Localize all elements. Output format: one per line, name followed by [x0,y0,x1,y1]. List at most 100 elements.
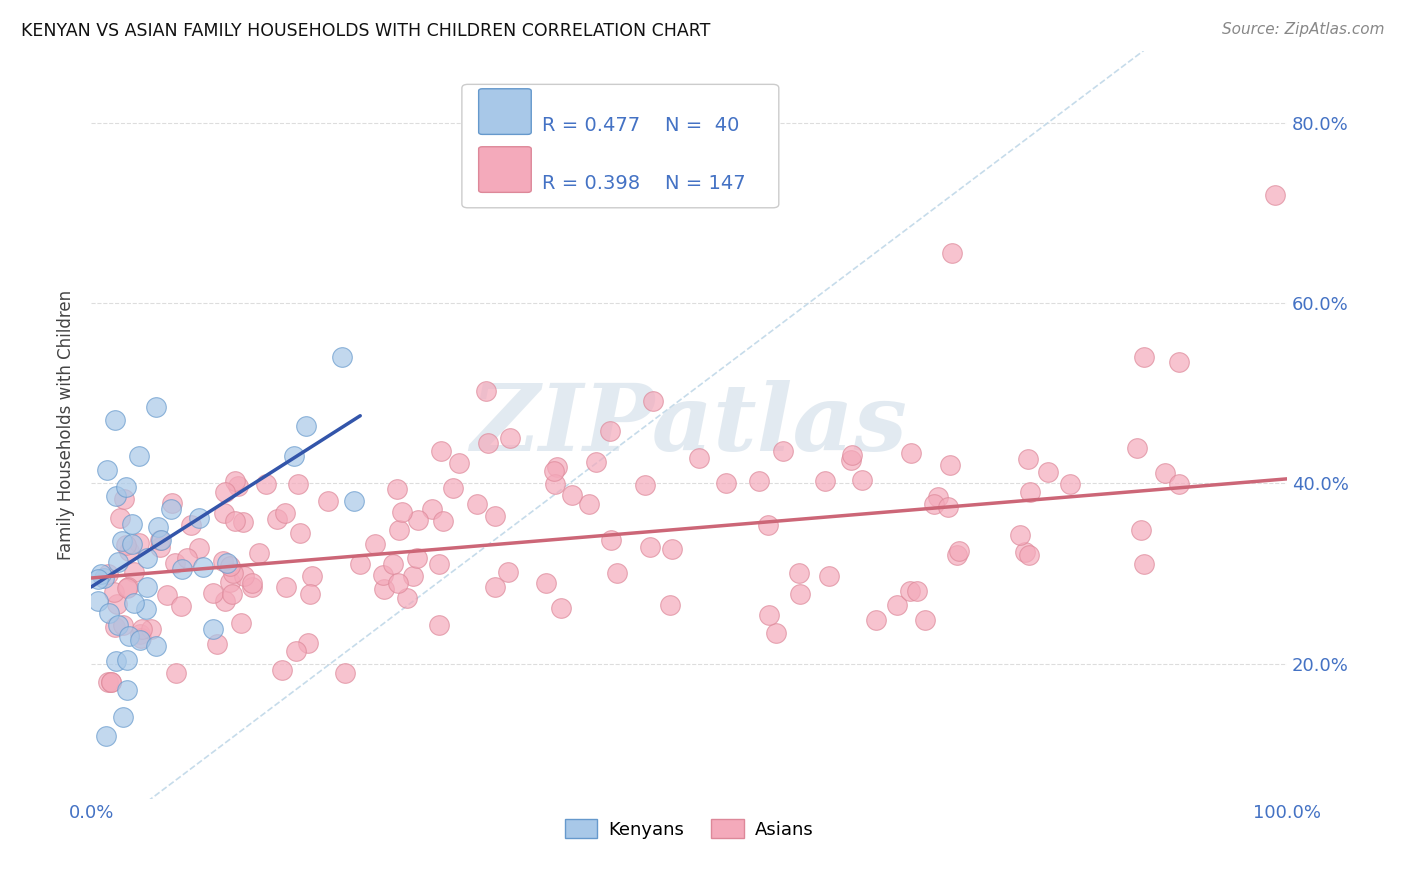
Point [578,497,600,511]
Point [938,458,960,472]
Point [274,580,297,594]
Point [364,536,387,550]
Point [232,515,254,529]
Point [544,477,567,491]
Point [546,460,568,475]
Point [107,618,129,632]
Point [145,401,167,415]
Point [117,581,139,595]
Point [218,558,240,573]
Point [1130,523,1153,537]
Point [139,623,162,637]
Point [122,566,145,580]
Point [688,451,710,466]
Point [1168,477,1191,491]
Point [159,502,181,516]
Point [373,567,395,582]
Point [787,566,810,580]
Point [170,599,193,614]
Point [406,514,429,528]
Point [100,674,122,689]
Point [420,502,443,516]
Point [219,574,242,589]
Point [914,613,936,627]
Point [441,481,464,495]
Point [851,473,873,487]
Point [1154,467,1177,481]
Point [316,493,339,508]
Text: R = 0.477: R = 0.477 [543,116,640,135]
Point [129,627,152,641]
Point [789,587,811,601]
Point [271,664,294,678]
Point [865,613,887,627]
Point [898,584,921,599]
Text: KENYAN VS ASIAN FAMILY HOUSEHOLDS WITH CHILDREN CORRELATION CHART: KENYAN VS ASIAN FAMILY HOUSEHOLDS WITH C… [21,22,710,40]
Point [187,541,209,555]
Point [104,620,127,634]
Point [211,553,233,567]
Point [550,600,572,615]
Point [224,475,246,489]
FancyBboxPatch shape [463,85,779,208]
Point [214,593,236,607]
Point [135,580,157,594]
Point [301,569,323,583]
Point [118,629,141,643]
Point [922,497,945,511]
Point [165,665,187,680]
Point [402,568,425,582]
Point [388,523,411,537]
Point [387,483,409,497]
Point [117,580,139,594]
Point [765,625,787,640]
Point [484,509,506,524]
Point [905,583,928,598]
Point [585,455,607,469]
Point [163,556,186,570]
Text: R = 0.398: R = 0.398 [543,174,640,193]
Point [814,474,837,488]
Point [343,494,366,508]
Point [475,384,498,398]
Point [288,526,311,541]
Point [1059,477,1081,491]
Point [638,540,661,554]
Point [499,431,522,445]
Point [131,623,153,637]
Point [349,557,371,571]
Point [938,500,960,515]
Point [1019,484,1042,499]
Point [221,587,243,601]
Point [104,489,127,503]
Point [94,729,117,743]
Point [107,597,129,611]
Y-axis label: Family Households with Children: Family Households with Children [58,290,75,560]
Point [108,510,131,524]
Point [114,480,136,494]
Point [176,551,198,566]
Point [484,580,506,594]
Point [1010,528,1032,542]
Point [156,588,179,602]
Point [900,446,922,460]
Point [201,586,224,600]
Point [1014,544,1036,558]
Point [114,538,136,552]
Point [98,606,121,620]
Point [232,569,254,583]
Point [297,636,319,650]
Point [1132,350,1154,364]
Point [330,350,353,364]
Point [93,571,115,585]
Point [104,413,127,427]
Point [382,557,405,571]
Point [543,464,565,478]
Point [658,598,681,612]
Point [561,488,583,502]
Point [129,632,152,646]
Point [714,476,737,491]
Point [817,569,839,583]
Point [146,519,169,533]
Point [214,485,236,500]
